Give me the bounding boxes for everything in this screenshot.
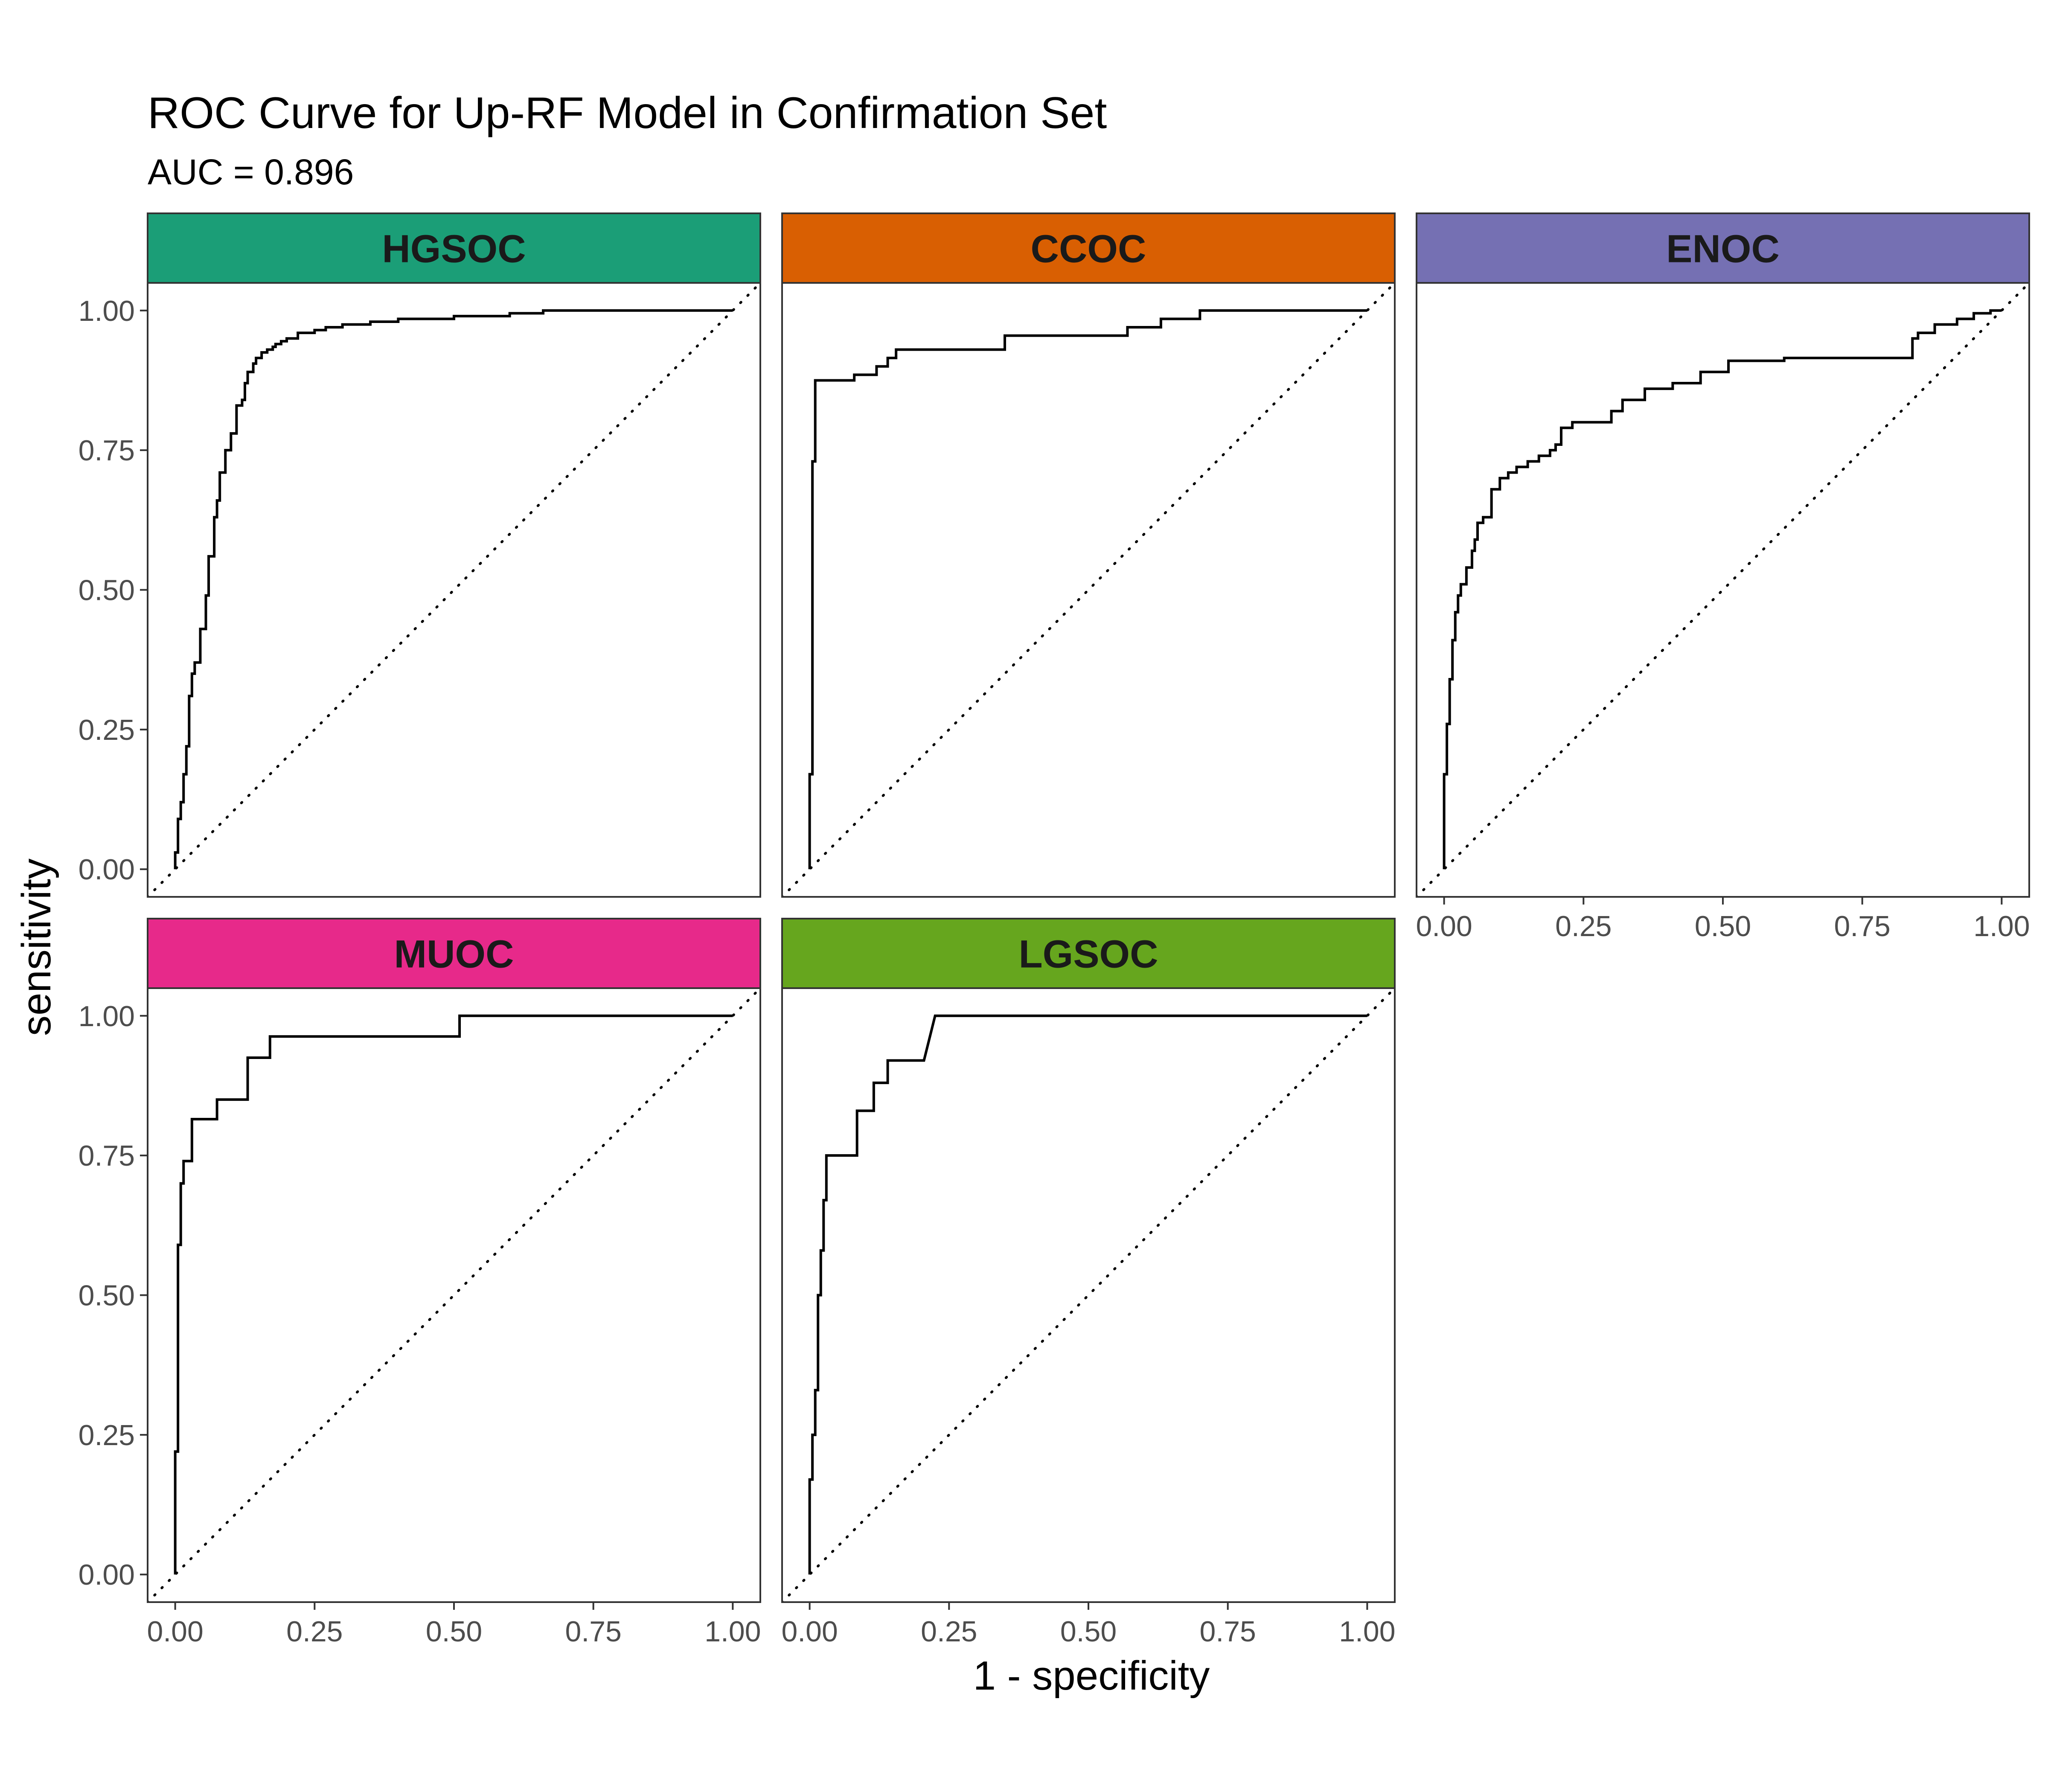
x-tick-label: 0.75 xyxy=(1200,1615,1256,1648)
x-tick-label: 0.50 xyxy=(426,1615,482,1648)
y-tick-label: 0.75 xyxy=(79,434,135,467)
facet-strip xyxy=(781,212,1396,284)
chart-subtitle: AUC = 0.896 xyxy=(148,152,354,192)
facet-strip xyxy=(147,212,761,284)
y-tick-label: 0.00 xyxy=(79,853,135,886)
plot-area xyxy=(148,988,760,1602)
y-tick-label: 0.75 xyxy=(79,1140,135,1172)
facet-strip-label: HGSOC xyxy=(382,227,526,271)
facet-strip xyxy=(147,918,761,989)
plot-area xyxy=(782,988,1395,1602)
facet-panel-ccoc: CCOC xyxy=(781,212,1396,898)
facet-strip-label: LGSOC xyxy=(1018,933,1158,976)
panel-border xyxy=(781,282,1396,898)
x-tick-label: 0.25 xyxy=(1555,910,1612,943)
x-tick-label: 0.00 xyxy=(781,1615,838,1648)
facet-panels: HGSOC 0.00 0.25 0.50 0.75 1.00 CCOC ENOC 0.00 0.2… xyxy=(79,212,2030,1648)
roc-curve-ccoc xyxy=(808,309,1367,870)
plot-area xyxy=(148,283,760,897)
roc-curve-muoc xyxy=(174,1014,733,1575)
plot-area xyxy=(1417,283,2029,897)
y-tick-label: 0.00 xyxy=(79,1559,135,1591)
roc-curve-hgsoc xyxy=(174,309,733,870)
y-tick-label: 0.25 xyxy=(79,1419,135,1452)
x-tick-label: 1.00 xyxy=(704,1615,761,1648)
reference-diagonal xyxy=(148,988,760,1602)
x-tick-label: 0.25 xyxy=(921,1615,977,1648)
facet-panel-lgsoc: LGSOC 0.00 0.25 0.50 0.75 1.00 xyxy=(781,918,1396,1648)
y-tick-label: 1.00 xyxy=(79,1000,135,1033)
x-axis-title: 1 - specificity xyxy=(973,1653,1210,1699)
facet-panel-enoc: ENOC 0.00 0.25 0.50 0.75 1.00 xyxy=(1416,212,2030,943)
x-tick-label: 0.50 xyxy=(1060,1615,1117,1648)
y-tick-label: 0.50 xyxy=(79,574,135,607)
reference-diagonal xyxy=(782,283,1395,897)
x-tick-label: 0.00 xyxy=(1416,910,1472,943)
y-tick-label: 1.00 xyxy=(79,295,135,327)
roc-curve-lgsoc xyxy=(808,1014,1367,1575)
x-tick-label: 1.00 xyxy=(1339,1615,1395,1648)
y-axis-title: sensitivity xyxy=(14,858,59,1036)
facet-panel-muoc: MUOC 0.00 0.25 0.50 0.75 1.00 0.00 0.25 0.50 0.75… xyxy=(79,918,761,1648)
facet-strip xyxy=(1416,212,2030,284)
x-tick-label: 0.25 xyxy=(286,1615,343,1648)
x-tick-label: 0.00 xyxy=(147,1615,203,1648)
plot-area xyxy=(782,283,1395,897)
y-tick-label: 0.25 xyxy=(79,714,135,746)
facet-strip-label: CCOC xyxy=(1031,227,1146,271)
reference-diagonal xyxy=(148,283,760,897)
facet-panel-hgsoc: HGSOC 0.00 0.25 0.50 0.75 1.00 xyxy=(79,212,761,898)
facet-strip xyxy=(781,918,1396,989)
roc-curve-enoc xyxy=(1443,309,2002,870)
x-tick-label: 0.50 xyxy=(1695,910,1751,943)
reference-diagonal xyxy=(782,988,1395,1602)
chart-title: ROC Curve for Up-RF Model in Confirmatio… xyxy=(148,88,1107,138)
x-tick-label: 1.00 xyxy=(1973,910,2030,943)
reference-diagonal xyxy=(1417,283,2029,897)
y-tick-label: 0.50 xyxy=(79,1280,135,1312)
facet-strip-label: ENOC xyxy=(1666,227,1780,271)
x-tick-label: 0.75 xyxy=(565,1615,622,1648)
facet-strip-label: MUOC xyxy=(394,933,514,976)
x-tick-label: 0.75 xyxy=(1834,910,1891,943)
